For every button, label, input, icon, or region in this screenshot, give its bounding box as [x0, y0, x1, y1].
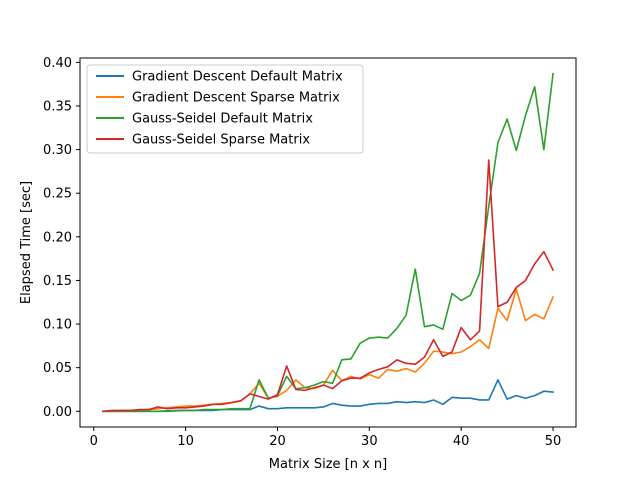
- series-line-2: [102, 288, 555, 413]
- y-tick-label: 0.20: [43, 230, 72, 245]
- series-line-1: [102, 379, 554, 413]
- y-tick-label: 0.05: [43, 361, 72, 376]
- x-tick-label: 30: [361, 434, 378, 449]
- x-tick-label: 50: [545, 434, 562, 449]
- legend: Gradient Descent Default Matrix Gradient …: [86, 64, 364, 154]
- series-line-3: [102, 72, 554, 413]
- x-axis: 0 10 20 30 40 50: [90, 427, 562, 449]
- x-tick-label: 20: [269, 434, 286, 449]
- y-tick-label: 0.35: [43, 99, 72, 114]
- legend-entry: Gradient Descent Default Matrix: [132, 70, 343, 85]
- series-layer: [102, 72, 555, 413]
- x-tick-label: 0: [90, 434, 98, 449]
- legend-box: [86, 64, 364, 154]
- y-axis-label: Elapsed Time [sec]: [19, 181, 34, 304]
- y-tick-label: 0.00: [43, 405, 72, 420]
- series-line-4: [102, 159, 555, 413]
- x-axis-label: Matrix Size [n x n]: [269, 457, 387, 472]
- legend-entry: Gauss-Seidel Sparse Matrix: [132, 133, 310, 148]
- y-tick-label: 0.25: [43, 187, 72, 202]
- legend-entry: Gauss-Seidel Default Matrix: [132, 112, 313, 127]
- legend-entry: Gradient Descent Sparse Matrix: [132, 91, 340, 106]
- y-tick-label: 0.30: [43, 143, 72, 158]
- x-tick-label: 10: [177, 434, 194, 449]
- x-tick-label: 40: [453, 434, 470, 449]
- y-tick-label: 0.15: [43, 274, 72, 289]
- y-tick-label: 0.10: [43, 318, 72, 333]
- y-axis: 0.00 0.05 0.10 0.15 0.20 0.25 0.30 0.35 0.40: [43, 56, 80, 420]
- axes-frame: [79, 57, 577, 428]
- y-tick-label: 0.40: [43, 56, 72, 71]
